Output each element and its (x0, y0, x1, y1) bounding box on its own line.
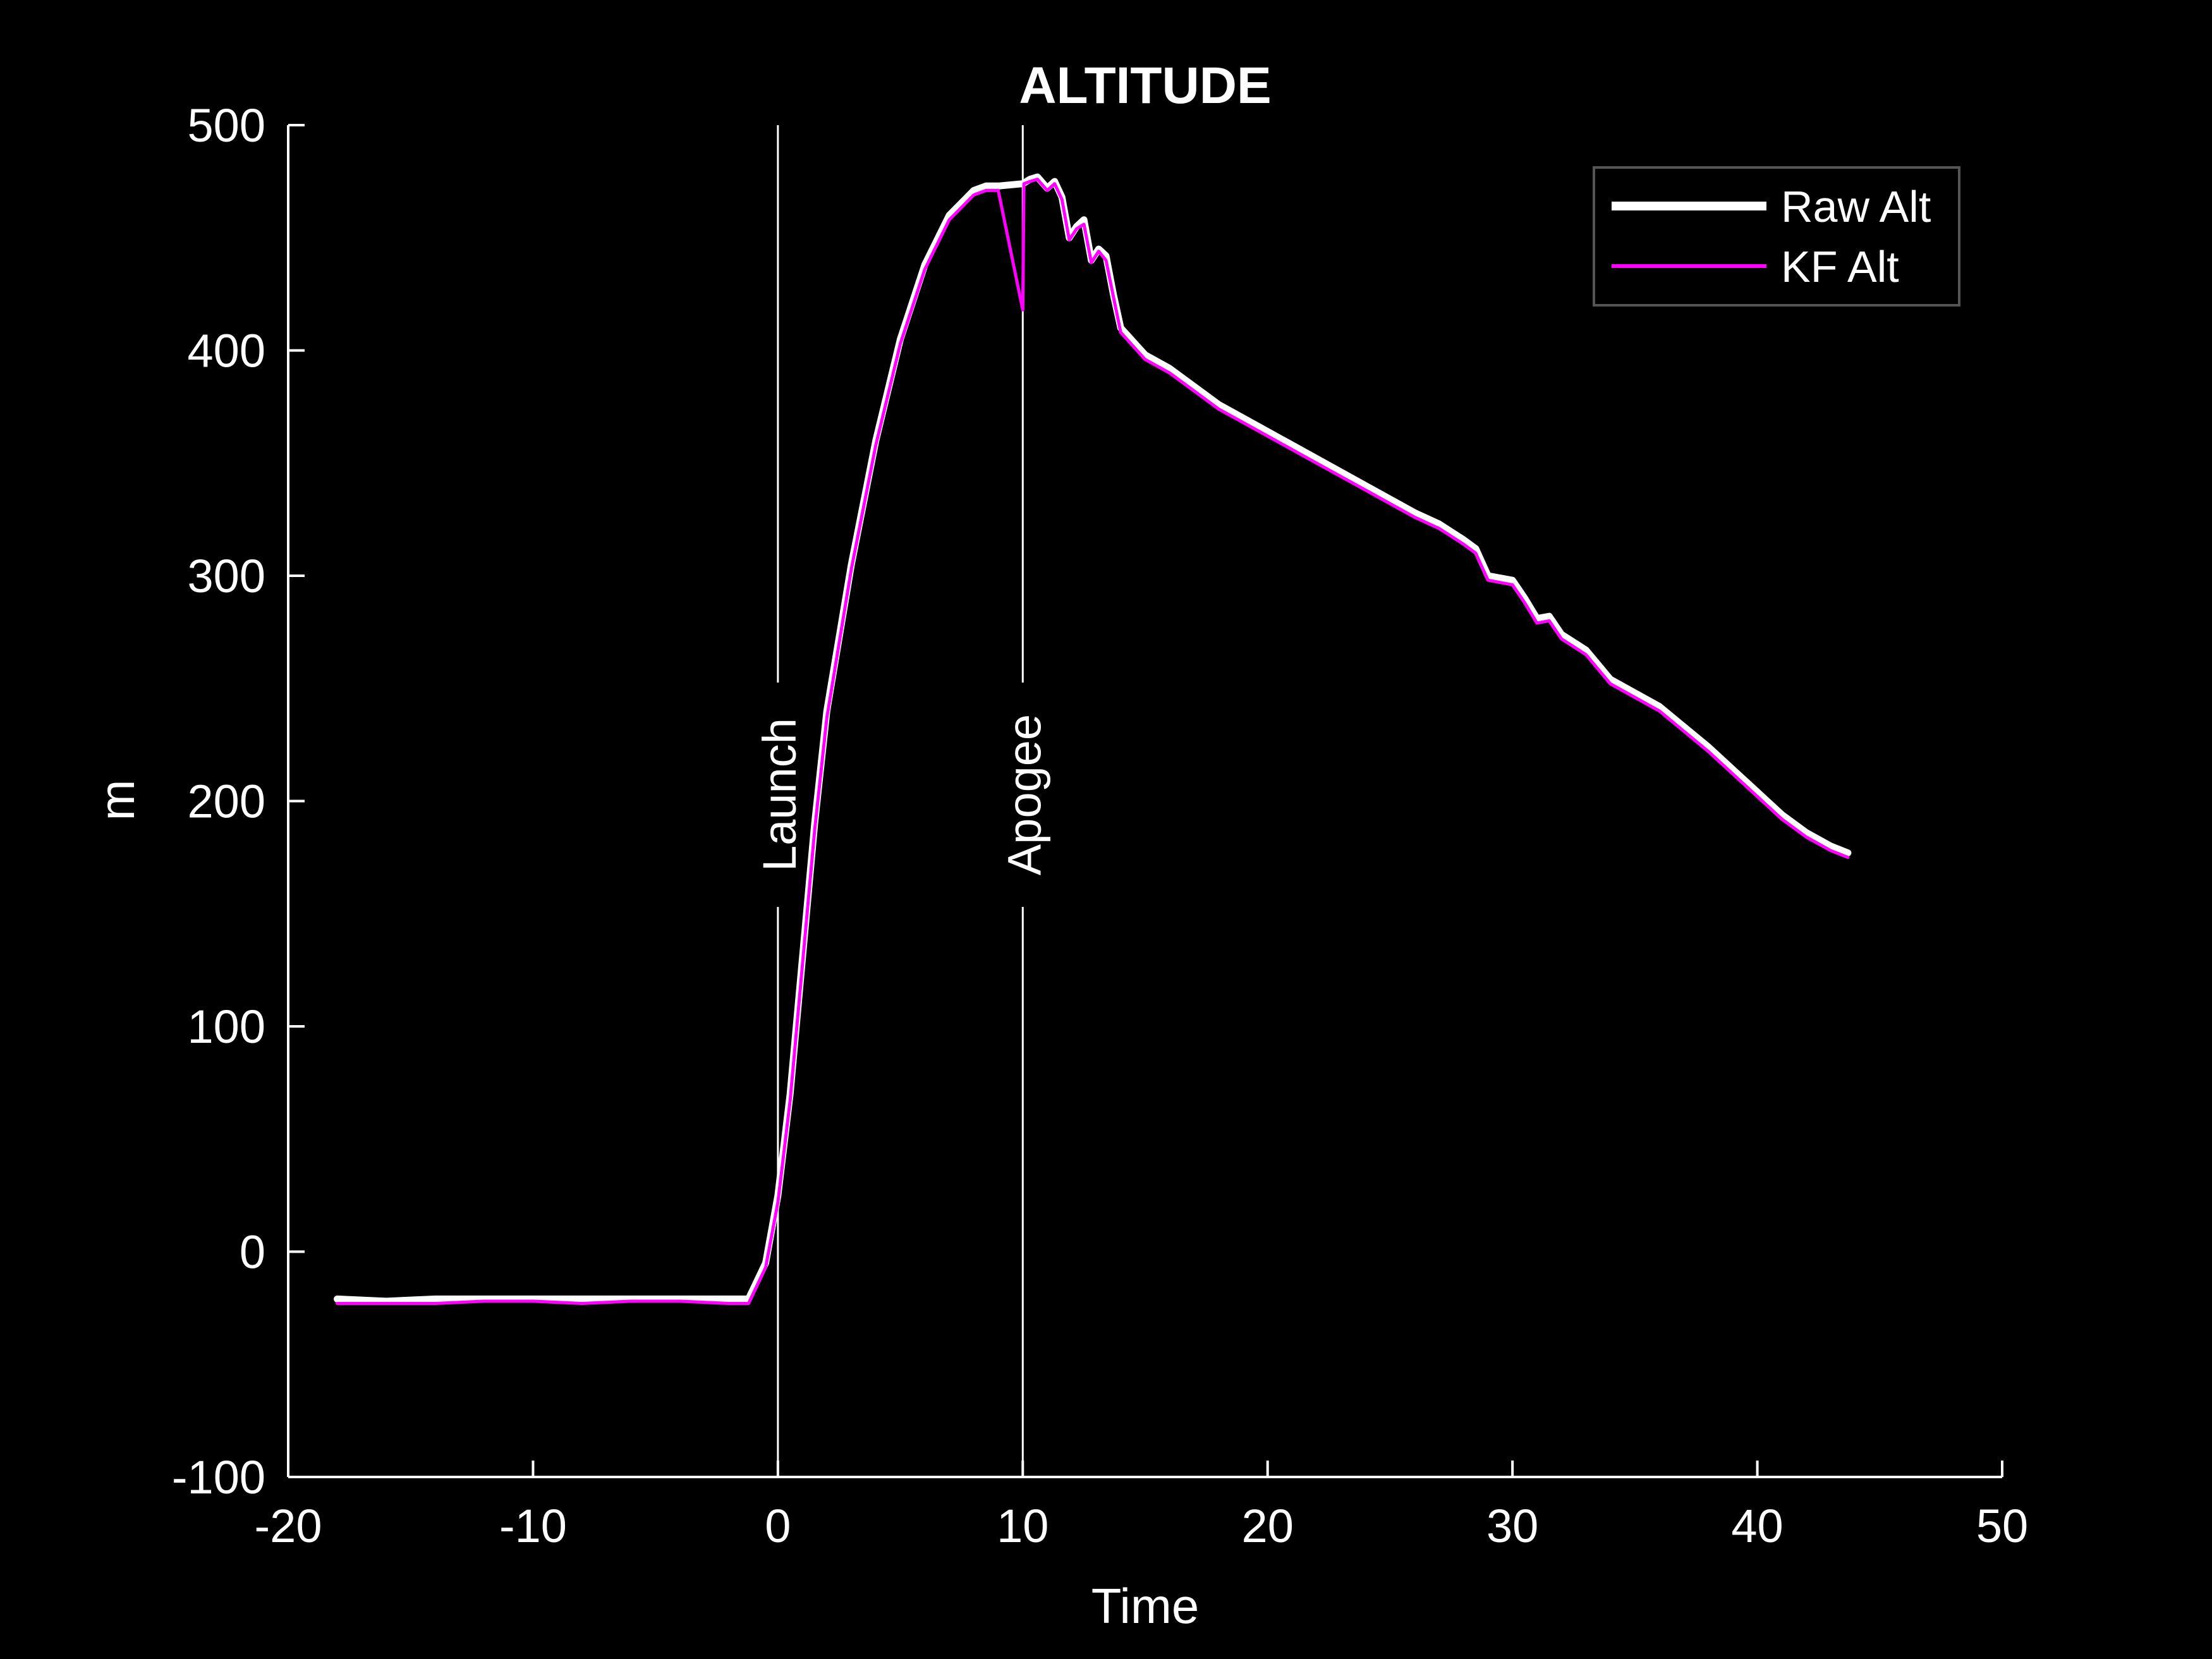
y-tick-label: 200 (188, 775, 265, 828)
legend-box (1593, 166, 1960, 307)
x-tick-label: -20 (255, 1500, 322, 1552)
legend-label-kf-alt: KF Alt (1781, 242, 1899, 291)
x-tick-label: -10 (499, 1500, 567, 1552)
series-line-kf-alt (336, 178, 1850, 1305)
y-tick-label: -100 (172, 1451, 265, 1504)
y-tick-label: 300 (188, 550, 265, 602)
y-tick-labels: -100 0 100 200 300 400 500 (172, 99, 265, 1504)
event-label-apogee: Apogee (998, 714, 1050, 875)
x-tick-label: 20 (1242, 1500, 1294, 1552)
x-tick-label: 0 (765, 1500, 791, 1552)
y-tick-label: 0 (240, 1226, 265, 1279)
chart-title: ALTITUDE (1019, 57, 1271, 114)
x-tick-label: 30 (1486, 1500, 1538, 1552)
event-label-launch: Launch (753, 718, 806, 872)
x-tick-label: 50 (1976, 1500, 2028, 1552)
legend-label-raw-alt: Raw Alt (1781, 182, 1931, 231)
y-tick-label: 400 (188, 325, 265, 377)
axes (287, 124, 2003, 1478)
y-tick-label: 500 (188, 99, 265, 152)
x-axis-label: Time (1091, 1578, 1199, 1634)
x-tick-label: 10 (997, 1500, 1048, 1552)
x-tick-labels: -20 -10 0 10 20 30 40 50 (255, 1500, 2029, 1552)
y-tick-label: 100 (188, 1000, 265, 1053)
legend: Raw Alt KF Alt (1593, 166, 1960, 307)
data-series (334, 173, 1852, 1305)
y-axis-label: m (89, 780, 145, 821)
x-tick-label: 40 (1731, 1500, 1783, 1552)
